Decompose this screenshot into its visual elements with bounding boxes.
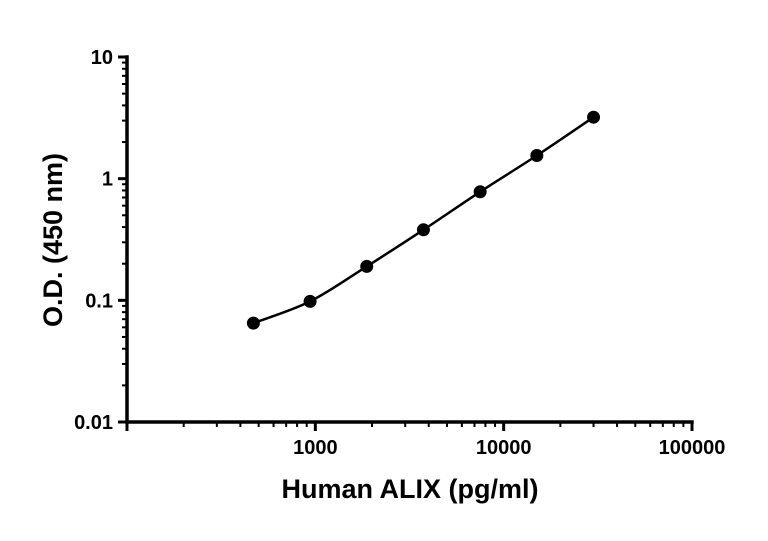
data-point: [303, 294, 317, 308]
x-axis-title: Human ALIX (pg/ml): [282, 474, 539, 504]
y-tick-label: 10: [91, 47, 113, 69]
x-tick-label: 1000: [293, 437, 338, 459]
data-point: [473, 185, 487, 199]
y-axis-title: O.D. (450 nm): [38, 153, 68, 327]
y-tick-label: 0.01: [74, 412, 113, 434]
data-point: [246, 316, 260, 330]
standard-curve-line: [252, 115, 595, 325]
data-point: [416, 223, 430, 237]
x-tick-label: 100000: [659, 437, 726, 459]
data-point: [360, 259, 374, 273]
y-tick-label: 0.1: [85, 290, 113, 312]
data-point: [587, 110, 601, 124]
data-point: [530, 149, 544, 163]
plot-area: 1000 10000 100000 0.01 0.1 1 10: [74, 47, 725, 459]
x-tick-label: 10000: [476, 437, 532, 459]
y-tick-label: 1: [102, 169, 113, 191]
